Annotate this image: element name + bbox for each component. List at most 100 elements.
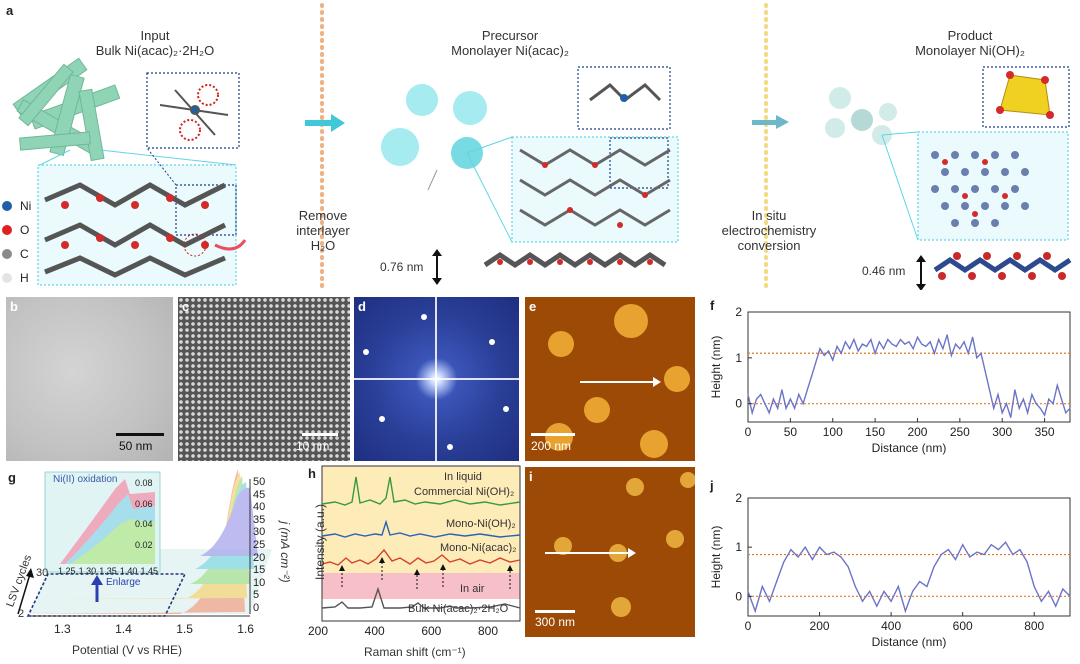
profile-point	[942, 348, 944, 350]
panel-f-height-profile: 0 50 100 150 200 250 300 350 0 1 2 Distance (nm) Hei…	[709, 305, 1071, 455]
product-lattice-illustration	[931, 151, 1029, 227]
in-air-label: In air	[460, 583, 485, 595]
atom-legend: Ni O C H	[2, 194, 42, 290]
profile-point	[1060, 398, 1063, 400]
product-title-line1: Product	[947, 28, 993, 43]
profile-point	[883, 590, 885, 592]
profile-point	[853, 338, 855, 341]
trace-label-commercial-nioh2: Commercial Ni(OH)₂	[414, 486, 515, 498]
precursor-title-line1: Precursor	[481, 28, 539, 43]
scale-bar	[531, 433, 575, 436]
profile-point	[1012, 553, 1014, 556]
g-y-tick: 5	[253, 589, 260, 602]
lsv-cycles-axis	[17, 568, 34, 615]
panel-h-label: h	[308, 466, 316, 481]
profile-point	[797, 556, 799, 558]
g-x-ticks: 1.3 1.4 1.5 1.6	[54, 622, 254, 636]
profile-point	[940, 553, 942, 556]
profile-point	[1001, 412, 1003, 414]
g-y-tick: 40	[253, 501, 266, 514]
panel-d-fft-image: d	[354, 297, 519, 461]
x-tick-label: 150	[865, 425, 885, 439]
scale-bar	[535, 610, 575, 613]
profile-point	[794, 407, 796, 409]
profile-point	[891, 343, 893, 345]
step1-label: Remove interlayer H₂O	[282, 208, 364, 253]
product-title: Product Monolayer Ni(OH)₂	[860, 28, 1080, 58]
bulk-crystal-illustration	[12, 57, 121, 162]
profile-point	[764, 403, 766, 405]
step1-line2: interlayer	[296, 223, 350, 238]
panel-c-label: c	[182, 299, 190, 314]
y-axis-label: Height (nm)	[709, 336, 723, 399]
profile-point	[811, 558, 813, 561]
profile-point	[874, 352, 876, 354]
inset-y-ticks: 0.02 0.04 0.06 0.08	[135, 478, 153, 550]
profile-point	[827, 350, 830, 352]
enlarge-label: Enlarge	[106, 577, 141, 588]
profile-point	[776, 581, 778, 583]
x-tick-label: 200	[810, 619, 830, 633]
legend-label: H	[20, 271, 29, 285]
profile-point	[916, 336, 919, 338]
inset-curves	[60, 479, 155, 564]
panel-b-tem-image: b 50 nm	[6, 297, 173, 461]
profile-point	[883, 348, 885, 350]
profile-point	[866, 345, 868, 347]
profile-point	[1052, 403, 1054, 405]
profile-point	[963, 341, 965, 343]
h-x-axis-label: Raman shift (cm⁻¹)	[364, 645, 466, 659]
profile-point	[972, 336, 974, 338]
profile-point	[761, 585, 763, 588]
profile-point	[861, 343, 863, 345]
profile-point	[1014, 389, 1016, 391]
x-tick-label: 100	[823, 425, 843, 439]
profile-point	[1047, 590, 1050, 592]
g-x-axis-label: Potential (V vs RHE)	[72, 643, 183, 657]
panel-i-label: i	[529, 469, 533, 484]
thickness-label-1: 0.76 nm	[380, 260, 424, 274]
g-y-axis-label: j (mA cm⁻²)	[278, 521, 292, 583]
panel-a-label: a	[6, 3, 14, 18]
profile-point	[1044, 414, 1046, 416]
profile-point	[959, 348, 961, 350]
precursor-side-view-illustration	[483, 251, 667, 269]
x-tick-label: 200	[907, 425, 927, 439]
product-side-view-illustration	[933, 252, 1072, 280]
legend-label: C	[20, 247, 29, 261]
profile-point	[819, 348, 821, 350]
trace-label-mono-nioh2: Mono-Ni(OH)₂	[446, 518, 516, 530]
trace-label-bulk: Bulk Ni(acac)₂·2H₂O	[408, 603, 509, 615]
profile-point	[1018, 407, 1020, 409]
g-x-tick: 1.6	[237, 622, 254, 636]
profile-point	[997, 549, 999, 551]
inset-x-ticks: 1.25 1.30 1.35 1.40 1.45	[58, 566, 158, 576]
profile-point	[899, 338, 902, 341]
x-tick-label: 50	[784, 425, 798, 439]
profile-point	[754, 610, 756, 612]
profile-point	[950, 354, 952, 357]
x-tick-label: 400	[881, 619, 901, 633]
panel-d-label: d	[358, 299, 366, 314]
g-y-tick: 15	[253, 564, 266, 577]
arrow-icon-step1	[305, 114, 345, 132]
input-title-line1: Input	[140, 28, 170, 43]
profile-point	[993, 407, 995, 409]
h-x-tick: 800	[477, 624, 498, 638]
g-x-tick: 1.4	[115, 622, 132, 636]
profile-point	[1069, 407, 1071, 409]
profile-point	[976, 357, 978, 359]
thickness-arrow-icon-1	[432, 249, 442, 285]
bulk-lattice-illustration	[44, 182, 247, 278]
x-tick-label: 800	[1024, 619, 1044, 633]
profile-point	[798, 393, 800, 396]
profile-point	[919, 581, 921, 583]
x-tick-label: 350	[1035, 425, 1055, 439]
profile-point	[1005, 403, 1007, 405]
profile-point	[938, 338, 940, 341]
profile-point	[832, 359, 834, 361]
panel-a-schematic	[12, 3, 1072, 290]
profile-point	[912, 590, 914, 592]
arrowhead-icon	[628, 548, 636, 558]
panel-f-label: f	[710, 298, 715, 313]
